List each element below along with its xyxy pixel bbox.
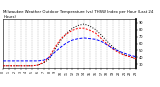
Text: Milwaukee Weather Outdoor Temperature (vs) THSW Index per Hour (Last 24 Hours): Milwaukee Weather Outdoor Temperature (v… (3, 10, 154, 19)
